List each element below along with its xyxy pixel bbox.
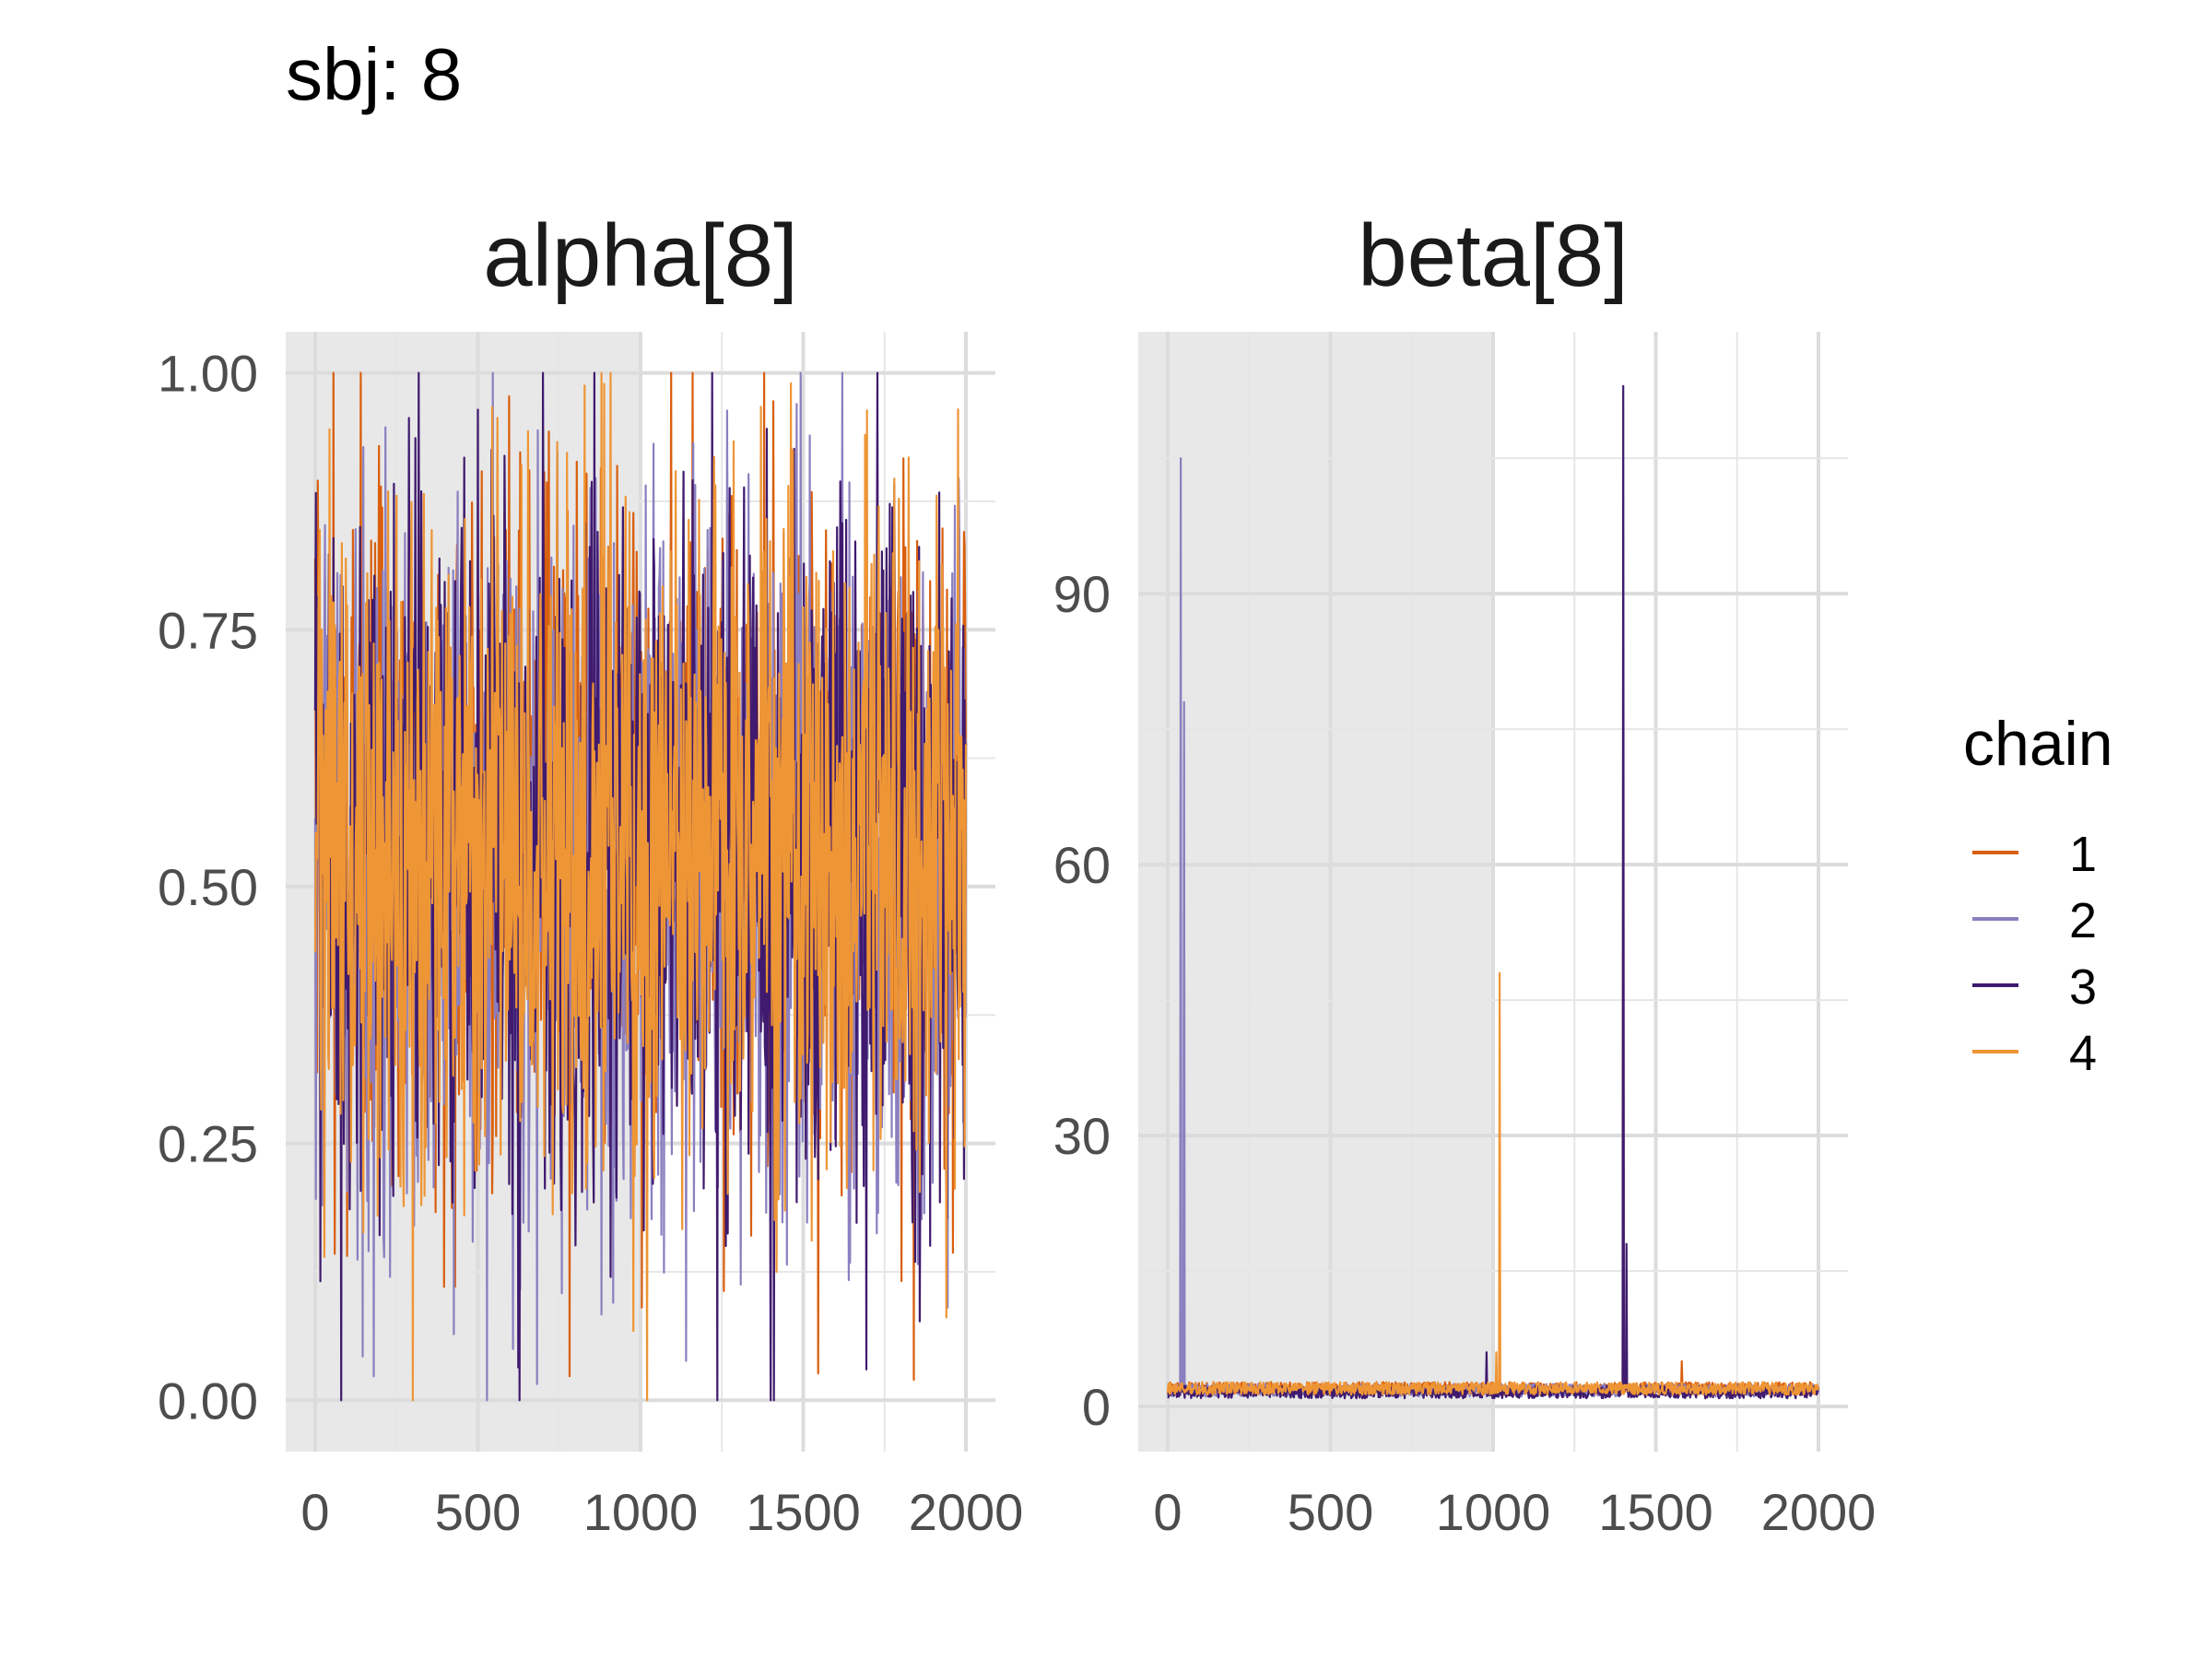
chain-4-trace: [1166, 971, 1820, 1396]
x-tick-label: 1000: [1436, 1483, 1551, 1541]
x-tick-label: 2000: [1761, 1483, 1877, 1541]
panel-title: beta[8]: [1358, 206, 1629, 305]
x-tick-label: 0: [300, 1483, 329, 1541]
y-tick-label: 60: [1053, 836, 1111, 894]
x-tick-label: 500: [435, 1483, 521, 1541]
legend-entries: 1 2 3 4: [1972, 827, 2097, 1081]
x-tick-label: 2000: [909, 1483, 1024, 1541]
y-tick-label: 90: [1053, 565, 1111, 623]
y-tick-label: 0.50: [158, 858, 258, 916]
y-tick-label: 1.00: [158, 345, 258, 403]
series-traces: [1166, 384, 1820, 1400]
y-tick-label: 0.75: [158, 601, 258, 659]
legend-label-chain-2: 2: [2069, 893, 2097, 948]
series-traces: [313, 371, 968, 1402]
x-tick-label: 1500: [746, 1483, 861, 1541]
chain-4-trace: [313, 371, 968, 1402]
legend-label-chain-3: 3: [2069, 959, 2097, 1015]
figure-title: sbj: 8: [286, 33, 462, 115]
x-tick-label: 500: [1288, 1483, 1373, 1541]
panel-alpha: alpha[8] 0 500 1000 1500 2000 0.00 0.25 0.50 0.75…: [158, 206, 1023, 1541]
x-tick-label: 0: [1153, 1483, 1182, 1541]
legend-label-chain-4: 4: [2069, 1026, 2097, 1081]
panel-beta: beta[8] 0 500 1000 1500 2000 0 30 60 90: [1053, 206, 1877, 1541]
legend: chain 1 2 3 4: [1963, 709, 2113, 1081]
legend-label-chain-1: 1: [2069, 827, 2097, 882]
y-tick-label: 0.25: [158, 1115, 258, 1173]
y-tick-label: 0: [1082, 1378, 1111, 1436]
legend-title: chain: [1963, 709, 2113, 779]
tick-labels: 0 500 1000 1500 2000 0.00 0.25 0.50 0.75 1.00: [158, 345, 1023, 1541]
panel-title: alpha[8]: [483, 206, 798, 305]
x-tick-label: 1000: [583, 1483, 699, 1541]
gridlines: [1138, 332, 1848, 1452]
y-tick-label: 30: [1053, 1107, 1111, 1165]
x-tick-label: 1500: [1598, 1483, 1713, 1541]
tick-labels: 0 500 1000 1500 2000 0 30 60 90: [1053, 565, 1877, 1541]
y-tick-label: 0.00: [158, 1371, 258, 1430]
warmup-shading: [1138, 332, 1493, 1452]
